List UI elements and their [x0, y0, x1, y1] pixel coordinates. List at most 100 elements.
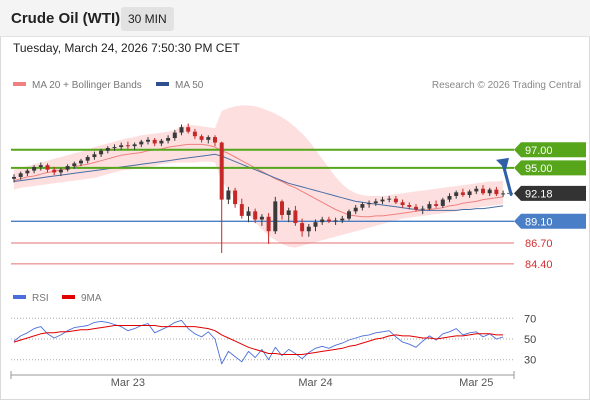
- candle-body: [139, 141, 144, 145]
- candle: [320, 216, 325, 225]
- candle: [454, 190, 459, 199]
- x-tick-label: Mar 24: [298, 377, 332, 389]
- candle-body: [125, 145, 130, 147]
- candle: [353, 205, 358, 215]
- timeframe-button[interactable]: 30 MIN: [121, 7, 174, 31]
- candle: [333, 217, 338, 225]
- candle-body: [52, 169, 57, 173]
- candle: [253, 208, 258, 224]
- candle-body: [407, 205, 412, 207]
- candle: [420, 205, 425, 215]
- rsi-tick-70: 70: [524, 313, 536, 325]
- legend-rsi-label: RSI: [32, 293, 49, 304]
- candle-body: [146, 139, 150, 142]
- candle-body: [353, 207, 358, 212]
- candle: [199, 134, 204, 143]
- candle: [434, 200, 439, 208]
- candle-body: [340, 218, 345, 221]
- candle: [72, 161, 77, 169]
- candle-body: [333, 220, 338, 222]
- level-label-89-10: 89.10: [525, 216, 553, 228]
- candle: [293, 205, 298, 226]
- candle: [239, 198, 244, 219]
- candle-body: [387, 198, 392, 200]
- legend-rsi-ma-swatch: [62, 295, 75, 300]
- candle-body: [226, 190, 231, 200]
- candle: [400, 199, 405, 208]
- candle-body: [85, 157, 90, 161]
- candle: [206, 135, 211, 144]
- candle: [112, 144, 117, 151]
- bollinger-band: [14, 105, 504, 248]
- candle-body: [501, 193, 506, 195]
- candle: [306, 224, 311, 237]
- rsi-tick-50: 50: [524, 334, 536, 346]
- candle: [427, 201, 432, 211]
- candle-body: [25, 170, 30, 174]
- candle-body: [266, 216, 271, 232]
- legend-rsi-ma: 9MA: [62, 293, 102, 304]
- candle-body: [112, 147, 117, 149]
- candle-body: [58, 169, 63, 173]
- candle: [340, 215, 345, 224]
- level-label-84-40: 84.40: [525, 259, 553, 271]
- candle: [58, 167, 63, 177]
- candle: [347, 209, 351, 221]
- candle: [146, 137, 150, 145]
- level-tag-89-10: [514, 213, 586, 229]
- candle-body: [306, 226, 311, 232]
- legend-rsi-swatch: [13, 295, 26, 300]
- candle: [92, 151, 97, 160]
- candle-body: [326, 219, 331, 222]
- candle-body: [320, 219, 325, 223]
- candle-body: [286, 210, 291, 215]
- rsi-line: [13, 319, 504, 365]
- candle: [360, 202, 365, 211]
- candle: [393, 195, 398, 205]
- candle: [213, 135, 217, 147]
- candle: [32, 165, 37, 174]
- candle: [226, 186, 231, 205]
- candle: [286, 207, 291, 223]
- candle: [186, 123, 191, 134]
- forecast-arrow-shaft: [501, 162, 513, 196]
- candle: [367, 200, 372, 208]
- candle-body: [45, 165, 50, 170]
- candle: [139, 139, 144, 148]
- candle-body: [79, 160, 83, 164]
- level-label-95-00: 95.00: [525, 163, 553, 175]
- candle: [273, 196, 278, 234]
- candle-body: [300, 223, 305, 232]
- candle-body: [92, 154, 97, 158]
- candle: [166, 135, 171, 144]
- candle: [414, 204, 418, 212]
- candle-body: [105, 147, 110, 151]
- candle-body: [32, 166, 37, 171]
- candle: [387, 195, 392, 203]
- candle-body: [427, 204, 432, 209]
- level-tag-92-18: [514, 185, 586, 201]
- candle-body: [99, 150, 104, 155]
- candle-body: [259, 216, 264, 220]
- credit-text: Research © 2026 Trading Central: [431, 80, 581, 91]
- candle: [159, 138, 164, 147]
- candle: [474, 186, 479, 195]
- legend-ma20-label: MA 20 + Bollinger Bands: [32, 80, 142, 91]
- level-tag-95-00: [514, 160, 586, 176]
- candle-body: [360, 204, 365, 208]
- candle: [259, 214, 264, 226]
- candle-body: [65, 166, 70, 170]
- ma50-line: [13, 153, 504, 211]
- candle: [18, 171, 23, 180]
- candle-body: [246, 211, 251, 216]
- candle-body: [460, 192, 465, 196]
- candle-body: [199, 136, 204, 140]
- candle: [125, 141, 130, 149]
- legend-rsi: RSI: [13, 293, 49, 304]
- candle-body: [400, 202, 405, 206]
- candle: [85, 155, 90, 164]
- header-bar: Crude Oil (WTI) 30 MIN: [0, 0, 590, 37]
- candle: [266, 213, 271, 244]
- candle: [12, 174, 16, 183]
- level-label-92-18: 92.18: [525, 188, 553, 200]
